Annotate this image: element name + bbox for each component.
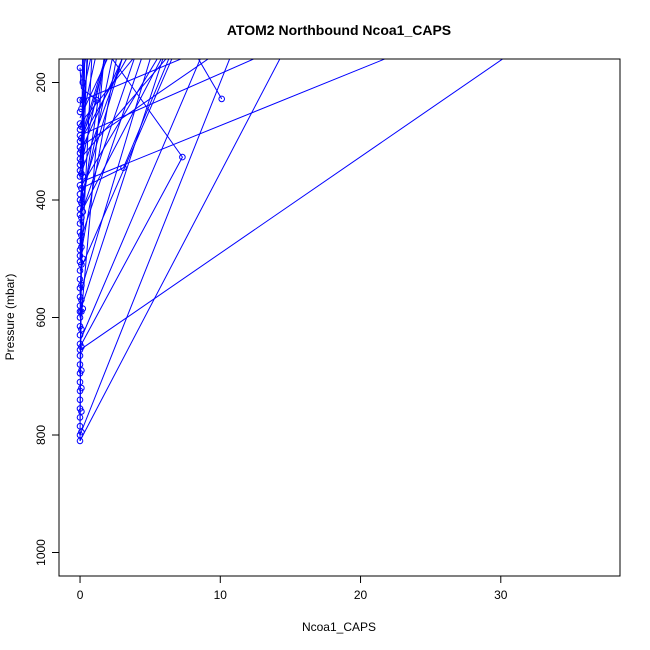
data-point [179, 153, 186, 161]
data-point [78, 135, 85, 142]
series-line [79, 59, 164, 312]
data-point [78, 326, 85, 333]
data-point [78, 343, 85, 351]
data-point [78, 199, 85, 207]
series-line [79, 59, 105, 330]
data-point [218, 95, 225, 103]
data-point [76, 229, 84, 236]
x-tick-label: 0 [77, 588, 84, 602]
data-point [76, 108, 84, 116]
series-line [79, 59, 387, 183]
series-line [79, 59, 209, 148]
series-line [79, 59, 117, 259]
data-point [76, 182, 84, 189]
data-point [79, 255, 87, 263]
y-tick-label: 800 [34, 425, 48, 445]
data-point [78, 384, 85, 392]
x-tick-label: 10 [214, 588, 228, 602]
series-line [79, 67, 98, 142]
data-point [120, 164, 127, 171]
series-line [79, 59, 123, 154]
data-point [78, 105, 85, 113]
data-point [78, 296, 85, 304]
y-tick-label: 400 [34, 190, 48, 210]
data-point [78, 232, 85, 239]
series-line [79, 59, 158, 189]
series-line [79, 59, 113, 212]
data-point [76, 220, 84, 227]
data-point [76, 361, 84, 368]
series-line [79, 59, 255, 136]
series-line [79, 59, 504, 351]
data-point [93, 96, 101, 104]
data-point [76, 331, 84, 339]
data-point [76, 414, 84, 421]
data-point [79, 208, 87, 216]
data-point [78, 185, 85, 192]
data-point [78, 367, 85, 374]
data-point [78, 214, 85, 221]
y-tick-label: 200 [34, 72, 48, 92]
data-point [78, 261, 85, 268]
data-point [76, 396, 84, 404]
series-line [79, 59, 106, 142]
series-line [79, 59, 142, 242]
series-line [79, 59, 106, 171]
data-point [76, 422, 84, 430]
series-line [79, 59, 223, 441]
data-point [76, 378, 84, 386]
series-line [79, 59, 231, 436]
data-point [78, 123, 85, 130]
y-tick-label: 1000 [34, 539, 48, 566]
data-point [76, 96, 84, 104]
plot-lines [79, 59, 504, 442]
data-point [79, 96, 87, 104]
x-axis-label: Ncoa1_CAPS [302, 620, 376, 634]
data-point [78, 428, 85, 436]
data-point [76, 323, 84, 330]
data-point [79, 79, 87, 86]
plot-frame [58, 58, 621, 577]
data-point [76, 340, 84, 348]
data-point [76, 267, 84, 274]
data-point [76, 237, 84, 245]
y-axis-label: Pressure (mbar) [3, 274, 17, 361]
x-axis: 0 10 20 30 [77, 576, 508, 602]
series-line [79, 59, 281, 442]
data-point [76, 276, 84, 283]
data-point [76, 293, 84, 301]
series-line [79, 59, 123, 177]
data-point [78, 158, 85, 166]
data-point [78, 146, 85, 154]
chart-title: ATOM2 Northbound Ncoa1_CAPS [227, 22, 451, 38]
plot-points [76, 64, 225, 445]
x-tick-label: 30 [494, 588, 508, 602]
data-point [78, 243, 85, 251]
data-point [79, 173, 87, 180]
data-point [79, 305, 87, 313]
y-tick-label: 600 [34, 307, 48, 327]
data-point [78, 408, 85, 415]
x-tick-label: 20 [354, 588, 368, 602]
data-point [78, 281, 85, 289]
data-point [76, 190, 84, 198]
series-line [79, 59, 128, 142]
series-line [79, 59, 151, 295]
data-point [76, 120, 84, 127]
series-line [79, 59, 167, 160]
series-line [79, 59, 93, 295]
y-axis: 200 400 600 800 1000 [34, 72, 59, 566]
data-point [76, 64, 84, 72]
